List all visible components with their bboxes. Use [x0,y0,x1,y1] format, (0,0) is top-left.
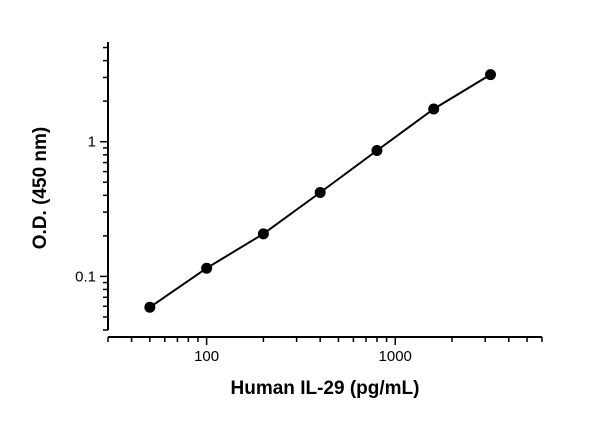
y-axis-title: O.D. (450 nm) [30,127,51,249]
data-point [428,103,440,115]
axes: 100 1000 0.1 1 [75,42,543,365]
data-point [201,262,213,274]
plot-area [144,69,497,313]
data-point [485,69,497,81]
y-tick-label: 0.1 [75,268,96,285]
data-point [144,301,156,313]
data-point [314,186,326,198]
data-point [257,228,269,240]
x-axis-title: Human IL-29 (pg/mL) [231,378,420,399]
y-tick-label: 1 [88,134,96,151]
x-tick-label: 100 [194,348,219,365]
x-tick-label: 1000 [379,348,412,365]
data-point [371,145,383,157]
